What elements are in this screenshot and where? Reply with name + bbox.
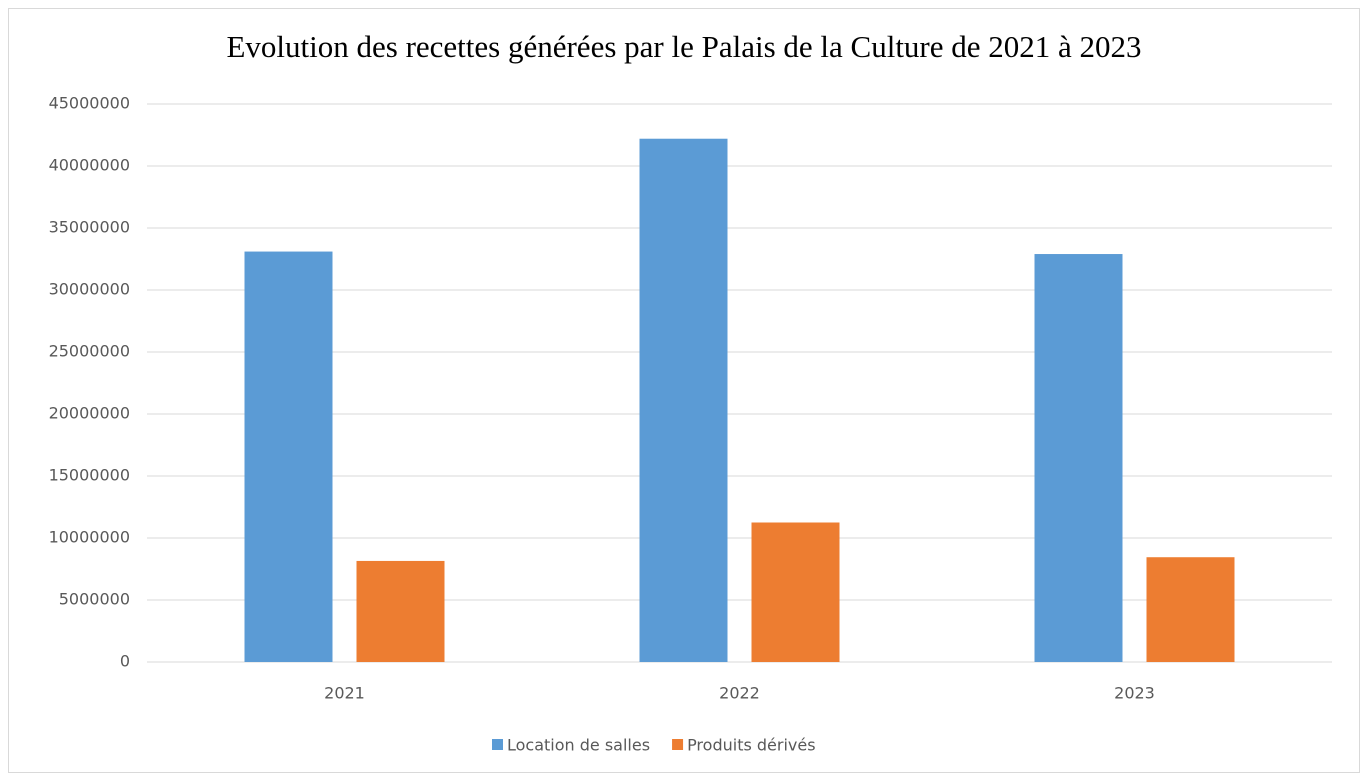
y-tick-label: 0 <box>120 652 130 671</box>
y-tick-label: 15000000 <box>49 466 130 485</box>
y-tick-label: 40000000 <box>49 156 130 175</box>
y-tick-label: 25000000 <box>49 342 130 361</box>
x-tick-label: 2022 <box>719 684 760 703</box>
legend-swatch <box>672 739 684 750</box>
bar <box>1146 557 1235 662</box>
y-tick-label: 35000000 <box>49 218 130 237</box>
chart-title: Evolution des recettes générées par le P… <box>226 29 1141 64</box>
bar <box>244 251 333 662</box>
bar <box>1034 254 1123 663</box>
legend-label: Location de salles <box>507 736 650 755</box>
y-tick-label: 20000000 <box>49 404 130 423</box>
bar <box>356 560 445 662</box>
bar <box>751 522 840 662</box>
y-tick-label: 45000000 <box>49 94 130 113</box>
legend-label: Produits dérivés <box>687 736 816 755</box>
legend-swatch <box>492 739 503 750</box>
y-tick-label: 30000000 <box>49 280 130 299</box>
x-tick-label: 2023 <box>1114 684 1155 703</box>
bar <box>639 138 728 663</box>
y-tick-label: 5000000 <box>59 590 130 609</box>
y-tick-label: 10000000 <box>49 528 130 547</box>
x-tick-label: 2021 <box>324 684 365 703</box>
